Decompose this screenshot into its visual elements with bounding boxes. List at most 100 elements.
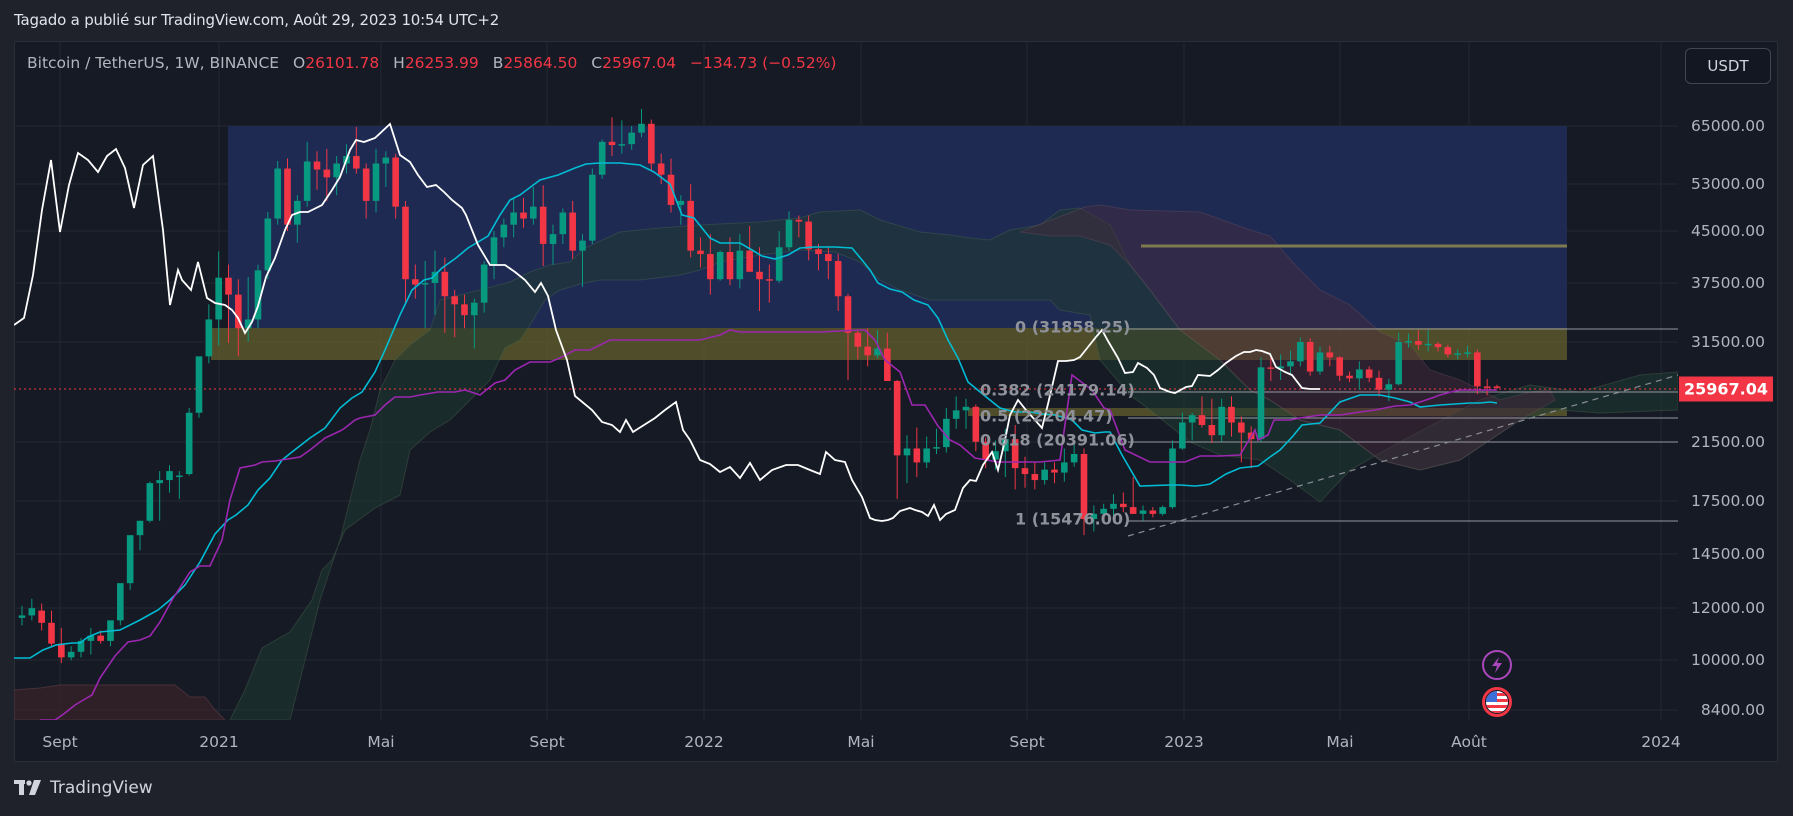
high-label: H (393, 54, 405, 72)
candle-up (333, 163, 340, 178)
candle-up (1257, 367, 1265, 440)
candle-up (1287, 361, 1294, 367)
candle-down (1238, 422, 1245, 433)
open-value: 26101.78 (305, 54, 380, 72)
candle-up (1454, 353, 1461, 355)
candle-up (1277, 366, 1284, 369)
candle-up (510, 212, 517, 225)
candle-up (421, 282, 429, 285)
candle-down (972, 406, 980, 442)
candle-up (156, 480, 163, 484)
chart-canvas[interactable] (14, 42, 1678, 720)
candle-up (67, 651, 75, 658)
candle-down (726, 252, 734, 280)
time-tick: Mai (367, 733, 395, 751)
candle-down (815, 249, 822, 255)
candle-down (313, 161, 321, 170)
candle-up (77, 640, 85, 652)
candle-down (1051, 469, 1058, 473)
time-tick: Sept (1009, 733, 1045, 751)
price-tick: 53000.00 (1691, 175, 1765, 193)
publish-line: Tagado a publié sur TradingView.com, Aoû… (14, 11, 500, 29)
candle-up (618, 144, 626, 146)
candle-up (1464, 352, 1471, 354)
candle-down (441, 271, 449, 297)
lightning-glyph-icon (1492, 657, 1502, 673)
lightning-icon[interactable] (1482, 650, 1512, 680)
candle-up (1395, 341, 1402, 385)
chikou-span-line (14, 122, 1320, 522)
candle-up (431, 271, 439, 283)
candle-down (58, 643, 65, 658)
fib-level-label: 0.5 (22204.47) (980, 406, 1113, 426)
candle-up (923, 448, 930, 463)
symbol-title[interactable]: Bitcoin / TetherUS, 1W, BINANCE (27, 54, 280, 72)
candle-up (1090, 513, 1098, 520)
fib-level-label: 0.382 (24179.14) (980, 380, 1135, 400)
high-value: 26253.99 (404, 54, 479, 72)
candle-up (785, 219, 793, 248)
candle-up (1316, 352, 1324, 372)
kumo-bullish-cloud (229, 207, 1678, 720)
candle-down (1415, 341, 1422, 345)
tradingview-brand[interactable]: TradingView (14, 778, 153, 798)
brand-name: TradingView (50, 778, 153, 798)
candle-up (962, 406, 970, 411)
candle-down (235, 294, 242, 329)
chart-legend: Bitcoin / TetherUS, 1W, BINANCE O26101.7… (27, 54, 836, 72)
candle-up (1110, 503, 1117, 509)
candle-down (284, 168, 291, 225)
candle-up (638, 123, 645, 133)
candle-down (1444, 347, 1452, 355)
currency-button[interactable]: USDT (1685, 48, 1771, 84)
candle-down (913, 448, 921, 463)
candle-down (1080, 453, 1088, 520)
candle-down (323, 169, 331, 178)
candle-up (716, 252, 724, 280)
price-tick: 10000.00 (1691, 651, 1765, 669)
candle-up (303, 161, 311, 201)
candle-up (18, 615, 26, 618)
candle-up (952, 410, 960, 419)
candle-down (825, 254, 832, 262)
last-price-label: 25967.04 (1679, 376, 1773, 402)
chart-plot[interactable] (14, 42, 1678, 720)
low-value: 25864.50 (503, 54, 578, 72)
candle-up (1159, 507, 1166, 514)
candle-up (1424, 343, 1432, 346)
price-tick: 8400.00 (1700, 701, 1765, 719)
candle-down (657, 163, 665, 175)
time-axis[interactable]: Sept 2021 Mai Sept 2022 Mai Sept 2023 Mai Août 202… (14, 720, 1680, 762)
candle-down (1149, 510, 1157, 514)
candle-down (667, 174, 675, 205)
candle-up (1356, 369, 1363, 379)
candle-down (48, 622, 55, 644)
fib-level-label: 0 (31858.25) (1015, 317, 1131, 337)
candle-down (893, 381, 901, 456)
candle-up (1405, 341, 1412, 343)
candle-up (992, 451, 999, 460)
candle-down (412, 279, 419, 285)
us-flag-icon[interactable] (1482, 687, 1512, 717)
candle-down (844, 296, 852, 333)
candle-down (461, 304, 468, 316)
candle-up (1297, 341, 1304, 362)
candle-down (648, 123, 655, 164)
candle-down (795, 219, 803, 222)
price-tick: 12000.00 (1691, 599, 1765, 617)
fib-level-label: 0.618 (20391.06) (980, 430, 1135, 450)
candle-up (1139, 510, 1147, 514)
candle-up (559, 212, 567, 235)
candle-down (38, 610, 45, 623)
price-axis[interactable]: 65000.00 53000.00 45000.00 37500.00 31500.00… (1679, 42, 1777, 720)
candle-down (1346, 375, 1353, 379)
price-tick: 21500.00 (1691, 433, 1765, 451)
candle-down (1326, 352, 1334, 358)
close-label: C (591, 54, 603, 72)
candle-up (874, 348, 881, 356)
candle-up (274, 168, 281, 219)
time-tick: 2021 (199, 733, 239, 751)
time-tick: 2023 (1164, 733, 1204, 751)
candle-up (579, 240, 586, 251)
us-flag-glyph-icon (1486, 691, 1508, 713)
